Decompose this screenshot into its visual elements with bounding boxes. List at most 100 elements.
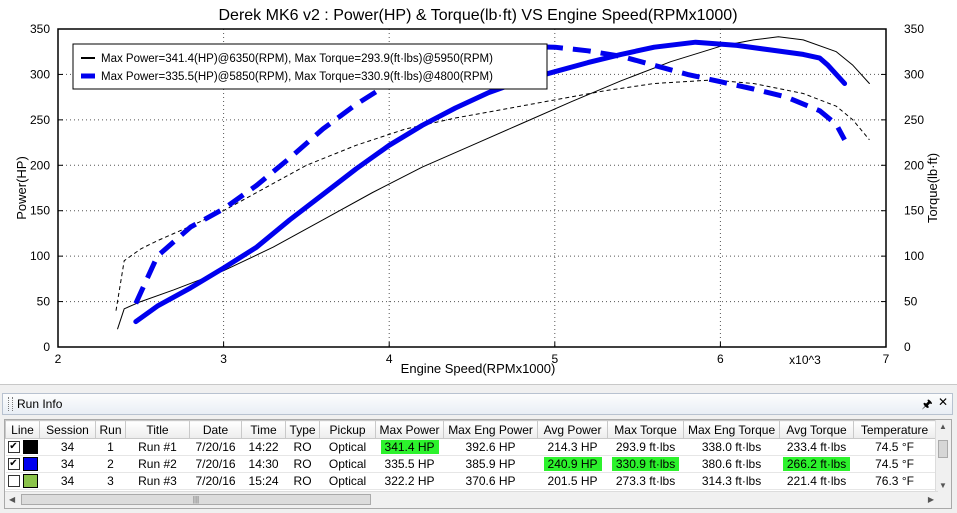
cell-value: Run #1 (138, 440, 177, 454)
y-tick-label-right: 150 (904, 204, 924, 218)
cell-value: 76.3 °F (875, 474, 914, 488)
column-header[interactable]: Line (5, 420, 40, 439)
legend-entry-2: Max Power=335.5(HP)@5850(RPM), Max Torqu… (101, 71, 493, 83)
series-1-torque-line (115, 79, 870, 311)
column-header[interactable]: Run (95, 420, 126, 439)
cell-value: 201.5 HP (547, 474, 598, 488)
cell-value: 233.4 ft·lbs (786, 440, 847, 454)
close-icon[interactable]: ✕ (937, 395, 949, 409)
scroll-up-icon[interactable]: ▲ (939, 422, 947, 431)
y-tick-label-left: 50 (37, 295, 51, 309)
cell-type: RO (285, 472, 320, 490)
cell-temperature: 76.3 °F (853, 472, 936, 490)
y-axis-label-left: Power(HP) (14, 156, 29, 220)
plot-frame (57, 28, 887, 348)
cell-session: 34 (39, 455, 96, 473)
column-header[interactable]: Avg Power (537, 420, 609, 439)
cell-avg-torque: 233.4 ft·lbs (779, 438, 854, 456)
line-color-swatch[interactable] (22, 440, 38, 455)
vertical-scrollbar[interactable]: ▲ ▼ (935, 420, 951, 508)
scroll-down-icon[interactable]: ▼ (939, 481, 947, 490)
line-color-swatch[interactable] (22, 474, 38, 489)
cell-pickup: Optical (319, 438, 376, 456)
cell-value: 214.3 HP (547, 440, 598, 454)
column-header[interactable]: Pickup (319, 420, 377, 439)
column-header[interactable]: Max Eng Torque (683, 420, 781, 439)
cell-value: 380.6 ft·lbs (701, 457, 762, 471)
cell-max-torque: 293.9 ft·lbs (607, 438, 684, 456)
cell-session: 34 (39, 438, 96, 456)
line-checkbox[interactable]: ✔ (7, 458, 20, 471)
cell-max-power: 341.4 HP (375, 438, 444, 456)
column-header[interactable]: Temperature (853, 420, 937, 439)
scroll-left-icon[interactable]: ◀ (9, 495, 16, 504)
cell-title: Run #2 (125, 455, 190, 473)
chart-title: Derek MK6 v2 : Power(HP) & Torque(lb·ft)… (218, 7, 737, 24)
line-checkbox[interactable] (7, 475, 20, 488)
line-color-swatch[interactable] (22, 457, 38, 472)
cell-value: 385.9 HP (465, 457, 516, 471)
cell-value: Optical (328, 440, 367, 454)
column-header[interactable]: Type (285, 420, 321, 439)
y-tick-label-right: 250 (904, 113, 924, 127)
grip-icon[interactable] (8, 397, 13, 411)
line-cell (5, 472, 40, 490)
y-tick-label-left: 350 (30, 22, 50, 36)
y-tick-label-left: 300 (30, 67, 50, 81)
cell-date: 7/20/16 (189, 438, 242, 456)
table-row[interactable]: ✔ 34 2 Run #2 7/20/16 14:30 RO Optical 335.5 HP 3… (5, 455, 936, 473)
scroll-right-icon[interactable]: ▶ (927, 495, 934, 504)
cell-value: 34 (60, 474, 75, 488)
column-header[interactable]: Time (241, 420, 287, 439)
cell-value: 335.5 HP (384, 457, 435, 471)
cell-run: 3 (95, 472, 126, 490)
vertical-scroll-thumb[interactable] (938, 440, 948, 458)
cell-value: Run #2 (138, 457, 177, 471)
cell-value: 34 (60, 457, 75, 471)
line-cell: ✔ (5, 455, 40, 473)
column-header[interactable]: Max Torque (607, 420, 685, 439)
cell-max-power: 322.2 HP (375, 472, 444, 490)
y-tick-label-right: 350 (904, 22, 924, 36)
column-header[interactable]: Date (188, 420, 243, 439)
cell-value: 341.4 HP (380, 440, 439, 454)
legend-box (72, 43, 548, 90)
table-row[interactable]: 34 3 Run #3 7/20/16 15:24 RO Optical 322.2 HP 37… (5, 472, 936, 490)
panel-header: Run Info 🖈 ✕ (2, 393, 953, 415)
y-tick-label-left: 150 (30, 204, 50, 218)
cell-title: Run #3 (125, 472, 190, 490)
cell-value: 3 (107, 474, 114, 488)
cell-value: 240.9 HP (543, 457, 602, 471)
cell-time: 14:30 (241, 455, 286, 473)
column-header[interactable]: Session (39, 420, 96, 439)
run-info-panel: Run Info 🖈 ✕ Line Session Run Title Date Time… (0, 384, 957, 513)
cell-value: 74.5 °F (875, 440, 914, 454)
y-axis-label-right: Torque(lb·ft) (925, 153, 940, 223)
x-tick-label: 5 (551, 352, 558, 366)
cell-value: 293.9 ft·lbs (615, 440, 676, 454)
cell-time: 15:24 (241, 472, 286, 490)
cell-run: 1 (95, 438, 126, 456)
panel-title: Run Info (17, 397, 63, 411)
column-header[interactable]: Max Eng Power (443, 420, 539, 439)
cell-max-eng-torque: 314.3 ft·lbs (683, 472, 780, 490)
x-tick-label: 7 (883, 352, 890, 366)
cell-value: 330.9 ft·lbs (611, 457, 680, 471)
cell-value: RO (293, 457, 312, 471)
column-header[interactable]: Title (125, 420, 190, 439)
y-tick-label-right: 50 (904, 295, 918, 309)
line-checkbox[interactable]: ✔ (7, 441, 20, 454)
cell-value: 34 (60, 440, 75, 454)
table-row[interactable]: ✔ 34 1 Run #1 7/20/16 14:22 RO Optical 341.4 HP 3… (5, 438, 936, 456)
pin-icon[interactable]: 🖈 (921, 397, 933, 411)
cell-max-eng-power: 385.9 HP (443, 455, 538, 473)
horizontal-scroll-thumb[interactable]: ||| (21, 494, 371, 505)
column-header[interactable]: Avg Torque (779, 420, 855, 439)
x-tick-label: 6 (717, 352, 724, 366)
cell-value: 314.3 ft·lbs (701, 474, 762, 488)
cell-type: RO (285, 455, 320, 473)
horizontal-scrollbar[interactable]: ◀ ||| ▶ (5, 491, 938, 508)
column-header[interactable]: Max Power (375, 420, 445, 439)
x-axis-multiplier: x10^3 (789, 353, 821, 367)
